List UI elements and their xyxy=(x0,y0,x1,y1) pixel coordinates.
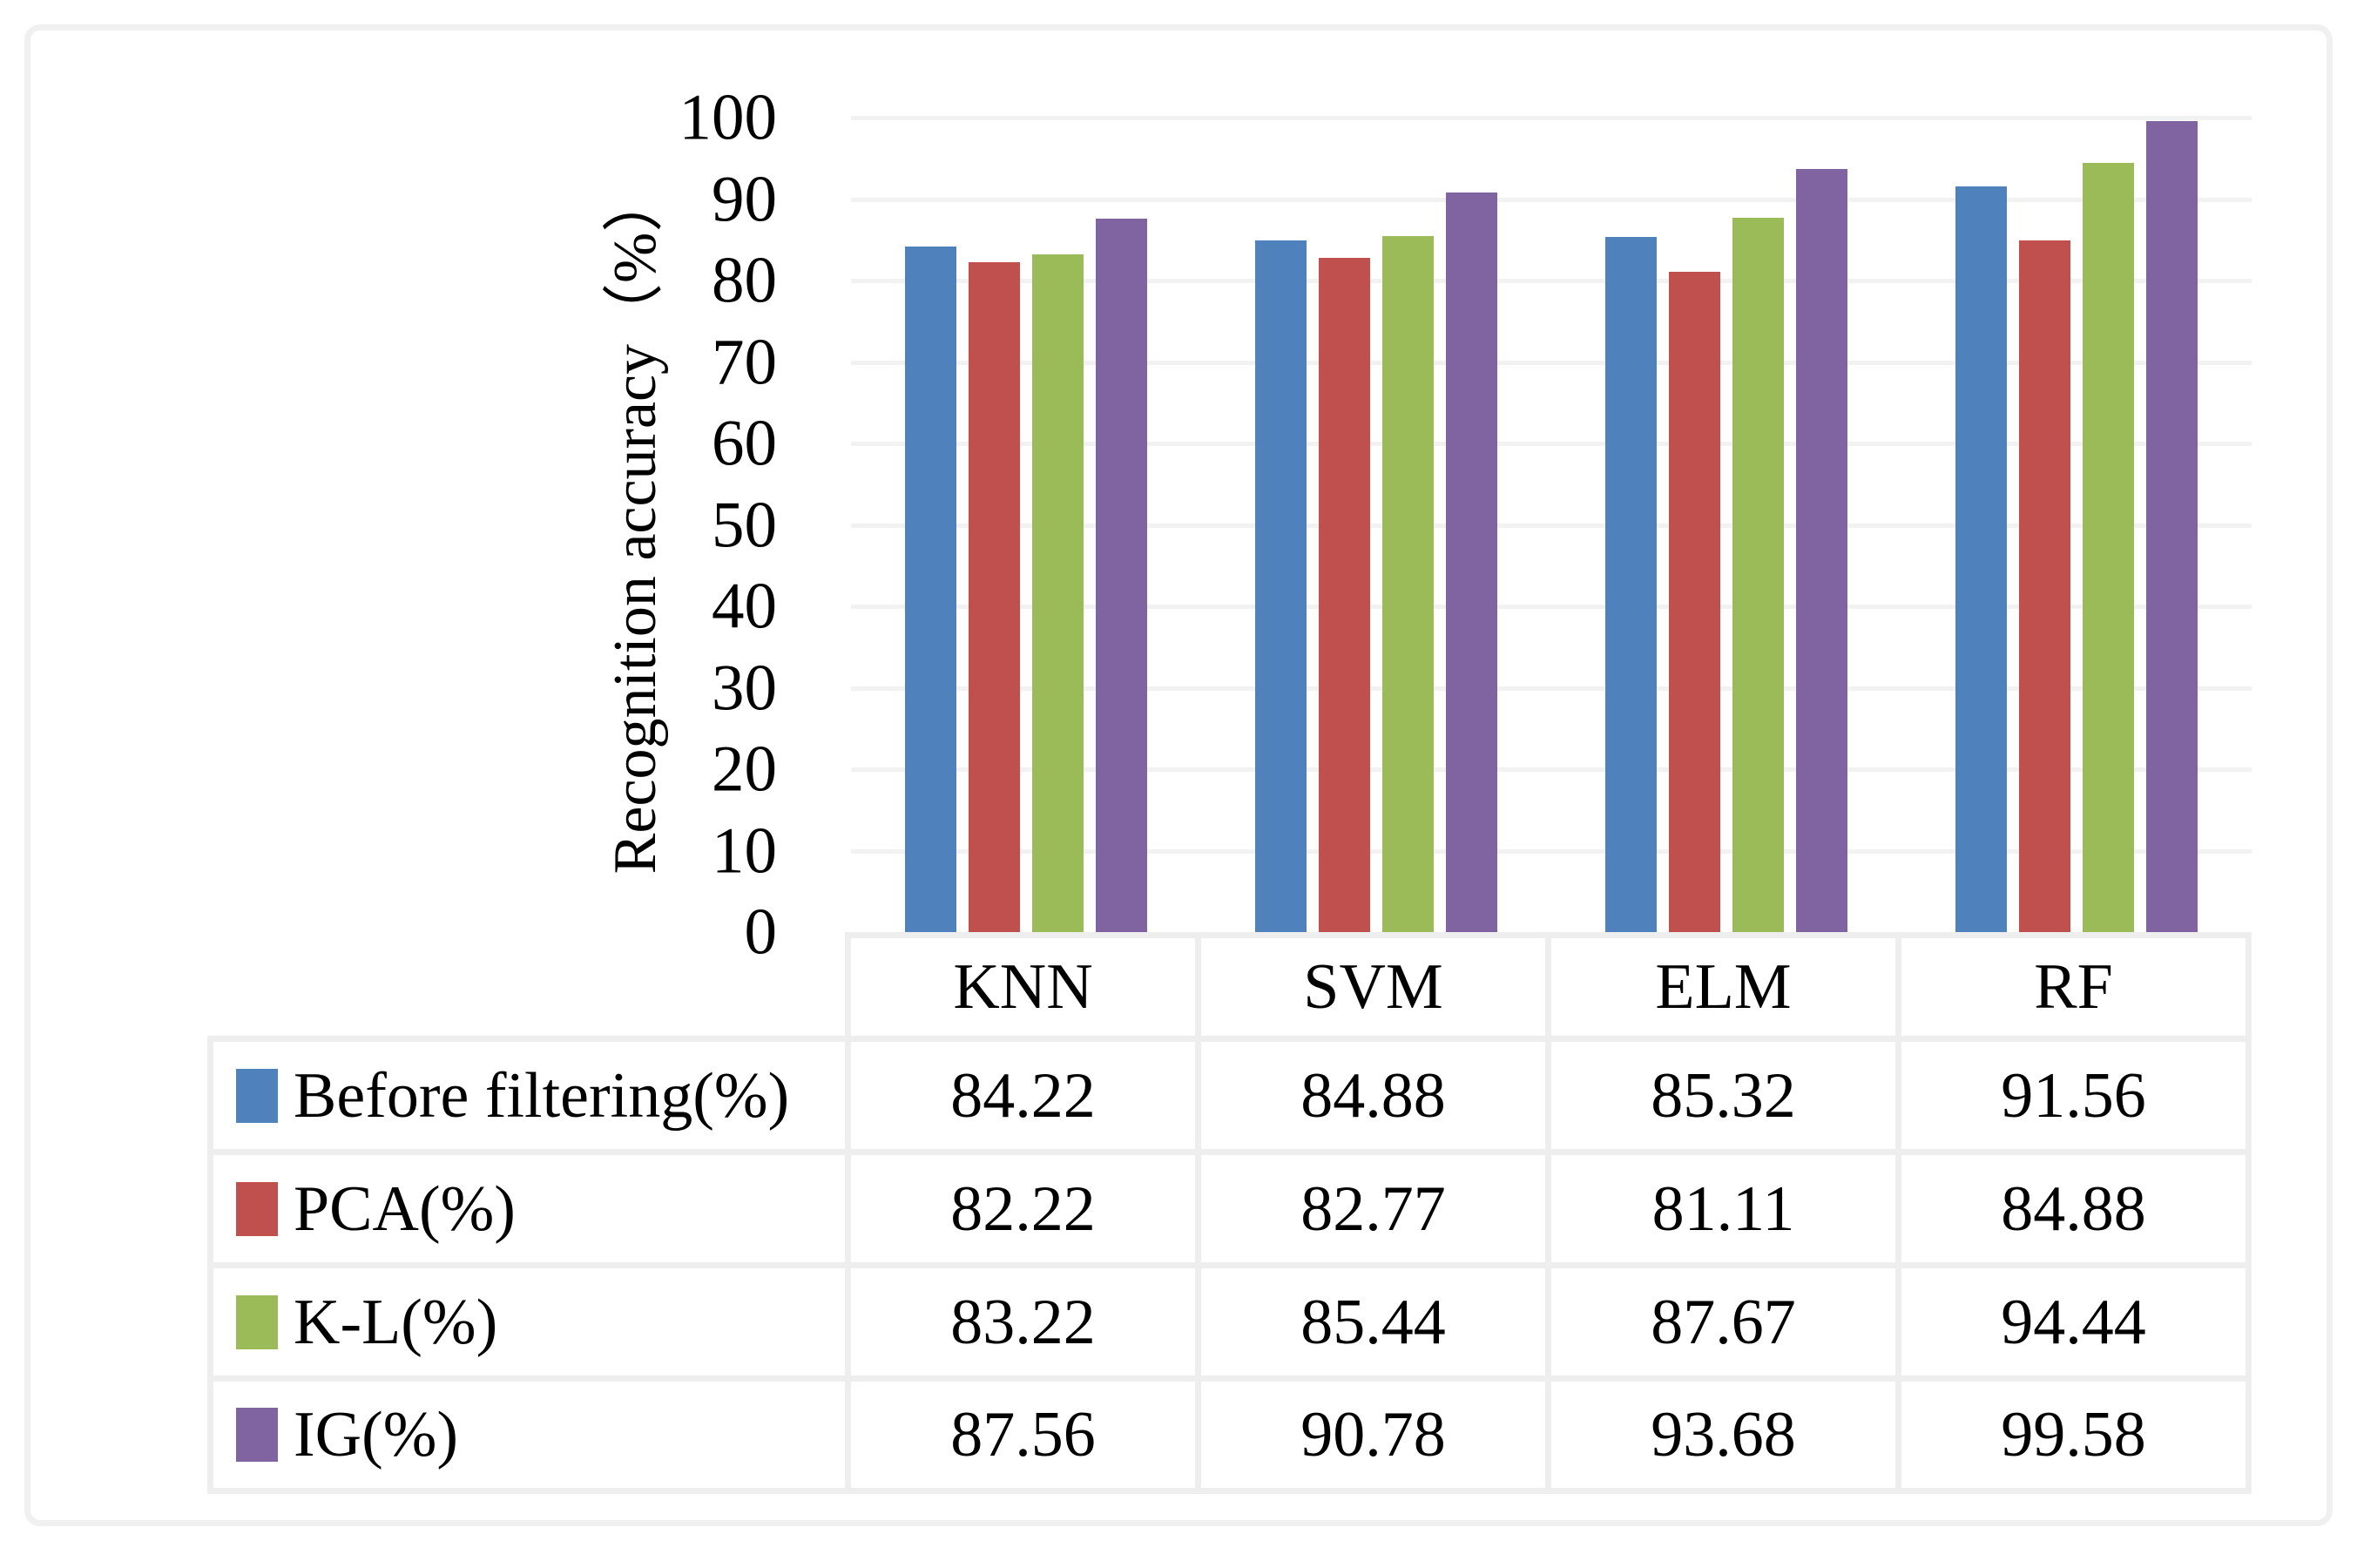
table-header-spacer-cell xyxy=(207,932,851,1042)
gridline-50 xyxy=(851,523,2252,528)
gridline-70 xyxy=(851,360,2252,365)
y-tick-label-0: 0 xyxy=(744,896,778,969)
bar-elm-before-filtering xyxy=(1605,237,1657,932)
y-tick-label-20: 20 xyxy=(712,733,777,806)
gridline-90 xyxy=(851,197,2252,202)
bar-rf-before-filtering xyxy=(1955,186,2007,932)
value-cell-knn-pca: 82.22 xyxy=(851,1155,1201,1268)
gridline-100 xyxy=(851,116,2252,120)
data-table: KNN SVM ELM RF Before filtering(%) 84.22 84.88… xyxy=(207,932,2252,1494)
gridline-20 xyxy=(851,767,2252,772)
legend-swatch-ig xyxy=(236,1408,278,1462)
figure-frame xyxy=(24,24,2333,1526)
bar-elm-k-l xyxy=(1732,218,1784,932)
y-tick-label-40: 40 xyxy=(712,570,777,643)
y-tick-label-10: 10 xyxy=(712,814,777,887)
bar-svm-pca xyxy=(1319,258,1370,932)
legend-cell-ig: IG(%) xyxy=(207,1382,851,1494)
bar-svm-before-filtering xyxy=(1255,240,1307,932)
value-cell-rf-before-filtering: 91.56 xyxy=(1901,1042,2252,1155)
y-tick-label-100: 100 xyxy=(679,81,778,154)
table-header-elm: ELM xyxy=(1551,932,1901,1042)
table-header-rf: RF xyxy=(1901,932,2252,1042)
bar-svm-ig xyxy=(1446,193,1497,932)
bar-rf-k-l xyxy=(2083,162,2134,932)
value-cell-svm-k-l: 85.44 xyxy=(1201,1268,1551,1382)
gridline-10 xyxy=(851,848,2252,854)
legend-cell-k-l: K-L(%) xyxy=(207,1268,851,1382)
gridline-80 xyxy=(851,279,2252,283)
legend-label: Before filtering(%) xyxy=(294,1059,790,1132)
value-cell-rf-k-l: 94.44 xyxy=(1901,1268,2252,1382)
value-cell-svm-pca: 82.77 xyxy=(1201,1155,1551,1268)
gridline-60 xyxy=(851,442,2252,446)
y-tick-label-90: 90 xyxy=(712,163,777,235)
legend-label: PCA(%) xyxy=(294,1173,516,1245)
value-cell-svm-ig: 90.78 xyxy=(1201,1382,1551,1494)
legend-swatch-pca xyxy=(236,1181,278,1236)
y-axis-title: Recognition accuracy（%） xyxy=(602,171,669,875)
value-cell-elm-pca: 81.11 xyxy=(1551,1155,1901,1268)
legend-cell-before-filtering: Before filtering(%) xyxy=(207,1042,851,1155)
bar-rf-pca xyxy=(2019,240,2070,932)
value-cell-knn-ig: 87.56 xyxy=(851,1382,1201,1494)
value-cell-rf-ig: 99.58 xyxy=(1901,1382,2252,1494)
table-header-knn: KNN xyxy=(851,932,1201,1042)
bar-elm-ig xyxy=(1796,169,1847,932)
legend-label: K-L(%) xyxy=(294,1286,498,1358)
bar-knn-before-filtering xyxy=(905,246,956,932)
value-cell-elm-k-l: 87.67 xyxy=(1551,1268,1901,1382)
legend-label: IG(%) xyxy=(294,1399,459,1470)
value-cell-knn-k-l: 83.22 xyxy=(851,1268,1201,1382)
legend-swatch-before-filtering xyxy=(236,1068,278,1123)
legend-cell-pca: PCA(%) xyxy=(207,1155,851,1268)
bar-knn-pca xyxy=(969,262,1020,932)
bar-elm-pca xyxy=(1669,271,1720,932)
value-cell-svm-before-filtering: 84.88 xyxy=(1201,1042,1551,1155)
y-tick-label-30: 30 xyxy=(712,652,777,724)
bar-svm-k-l xyxy=(1382,236,1434,932)
y-tick-label-80: 80 xyxy=(712,244,777,317)
value-cell-elm-ig: 93.68 xyxy=(1551,1382,1901,1494)
gridline-40 xyxy=(851,605,2252,609)
table-header-svm: SVM xyxy=(1201,932,1551,1042)
legend-swatch-k-l xyxy=(236,1294,278,1349)
value-cell-knn-before-filtering: 84.22 xyxy=(851,1042,1201,1155)
value-cell-rf-pca: 84.88 xyxy=(1901,1155,2252,1268)
y-tick-label-60: 60 xyxy=(712,407,777,480)
value-cell-elm-before-filtering: 85.32 xyxy=(1551,1042,1901,1155)
y-tick-label-70: 70 xyxy=(712,326,777,398)
bar-rf-ig xyxy=(2146,120,2198,932)
y-tick-label-50: 50 xyxy=(712,489,777,561)
bar-knn-ig xyxy=(1096,219,1147,932)
bar-knn-k-l xyxy=(1032,253,1084,932)
gridline-30 xyxy=(851,686,2252,691)
